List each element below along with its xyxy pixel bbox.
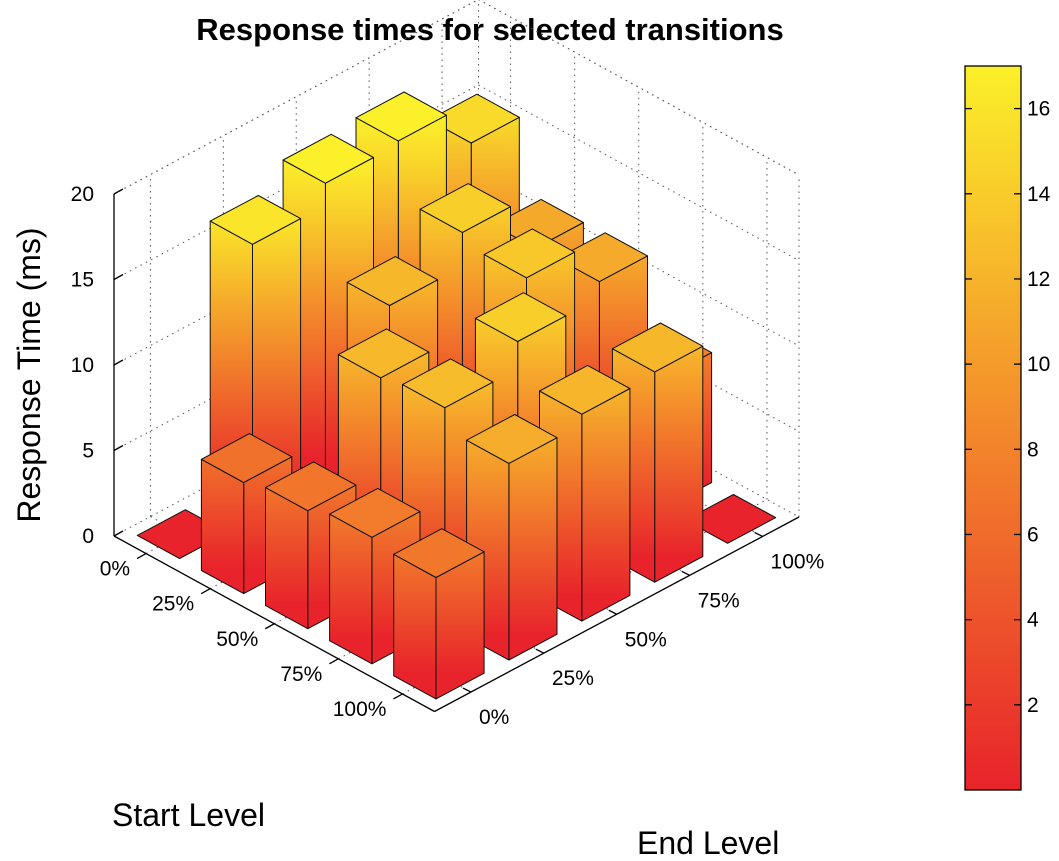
bar-side-face (265, 487, 309, 630)
start-tick-mark (136, 552, 147, 560)
colorbar-tick-label: 2 (1027, 694, 1039, 717)
colorbar: 2 4 6 8 10 12 14 16 (964, 65, 1051, 791)
z-tick-mark (113, 273, 124, 281)
start-tick-mark (264, 623, 275, 630)
bar-side-face (329, 513, 373, 665)
end-tick-mark (754, 531, 763, 538)
z-tick-mark (113, 188, 124, 195)
bar-top-face (428, 93, 520, 144)
z-tick-label: 10 (71, 354, 94, 377)
start-level-tick-label: 100% (333, 698, 387, 721)
start-tick-mark (393, 693, 403, 700)
colorbar-tick-label: 4 (1027, 609, 1039, 632)
bar-100%-to-100% (684, 494, 777, 544)
z-tick-mark (113, 359, 124, 366)
bar-top-face (402, 358, 494, 409)
start-level-tick-label: 75% (280, 663, 322, 686)
end-level-tick-label: 25% (552, 667, 594, 690)
tick-labels: 0 5 10 15 20 0% 25% 50% 75% 100% 0% 25% 50% 75% 100% (71, 183, 825, 729)
colorbar-ticks: 2 4 6 8 10 12 14 16 (965, 98, 1051, 717)
colorbar-tick-label: 12 (1027, 268, 1050, 291)
bar-100%-to-25% (466, 414, 558, 661)
bar-top-face (265, 461, 357, 512)
end-level-tick-label: 75% (698, 589, 740, 612)
bar-top-face (466, 414, 558, 464)
start-tick-mark (200, 588, 211, 595)
colorbar-tick-label: 6 (1027, 523, 1039, 546)
end-tick-mark (608, 609, 618, 615)
bar-front-face (581, 388, 631, 622)
bar-top-face (209, 195, 302, 245)
bar-top-face (556, 232, 648, 283)
bar-side-face (393, 553, 437, 700)
gridline-z-side (478, 84, 800, 261)
end-tick-mark (535, 648, 545, 654)
bar-top-face (200, 433, 293, 483)
bar-top-face (483, 228, 576, 279)
z-tick-mark (113, 444, 124, 452)
end-level-tick-label: 100% (771, 550, 825, 573)
z-axis-label: Response Time (ms) (11, 227, 47, 522)
colorbar-tick-label: 8 (1027, 438, 1039, 461)
z-tick-label: 0 (82, 525, 94, 548)
bar-top-face (393, 528, 485, 578)
start-level-tick-label: 50% (216, 628, 258, 651)
bar-top-face (539, 364, 631, 415)
end-level-tick-label: 0% (479, 706, 509, 729)
end-tick-mark (681, 570, 690, 576)
start-level-axis-label: Start Level (112, 797, 265, 833)
z-tick-label: 5 (82, 440, 94, 463)
bar-front-face (654, 345, 704, 583)
colorbar-tick-label: 14 (1027, 183, 1051, 206)
bars (136, 91, 777, 700)
colorbar-gradient (964, 65, 1022, 791)
colorbar-tick-label: 10 (1027, 353, 1050, 376)
colorbar-tick-label: 16 (1027, 98, 1050, 121)
bar-top-face (282, 133, 374, 184)
gridline-z-side (478, 170, 800, 347)
bar-top-face (329, 487, 421, 538)
start-tick-mark (329, 658, 339, 665)
end-level-tick-label: 50% (625, 628, 667, 651)
bar-100%-to-0% (393, 528, 485, 700)
start-level-tick-label: 25% (152, 593, 194, 616)
axes (113, 188, 800, 713)
z-tick-mark (113, 530, 124, 537)
bar-front-face (508, 437, 558, 661)
bar-top-face (684, 494, 777, 544)
bar-top-face (611, 322, 704, 373)
bar-top-face (346, 256, 439, 306)
bar-top-face (337, 328, 430, 379)
bar-top-face (419, 183, 511, 233)
z-tick-label: 20 (71, 183, 94, 206)
end-level-axis-label: End Level (637, 825, 779, 861)
end-tick-mark (462, 687, 472, 693)
start-level-tick-label: 0% (100, 558, 130, 581)
z-tick-label: 15 (71, 269, 94, 292)
chart-title: Response times for selected transitions (196, 12, 783, 47)
bar-top-face (355, 91, 447, 142)
bar-top-face (474, 292, 567, 342)
gridline-box-edge (478, 0, 800, 176)
